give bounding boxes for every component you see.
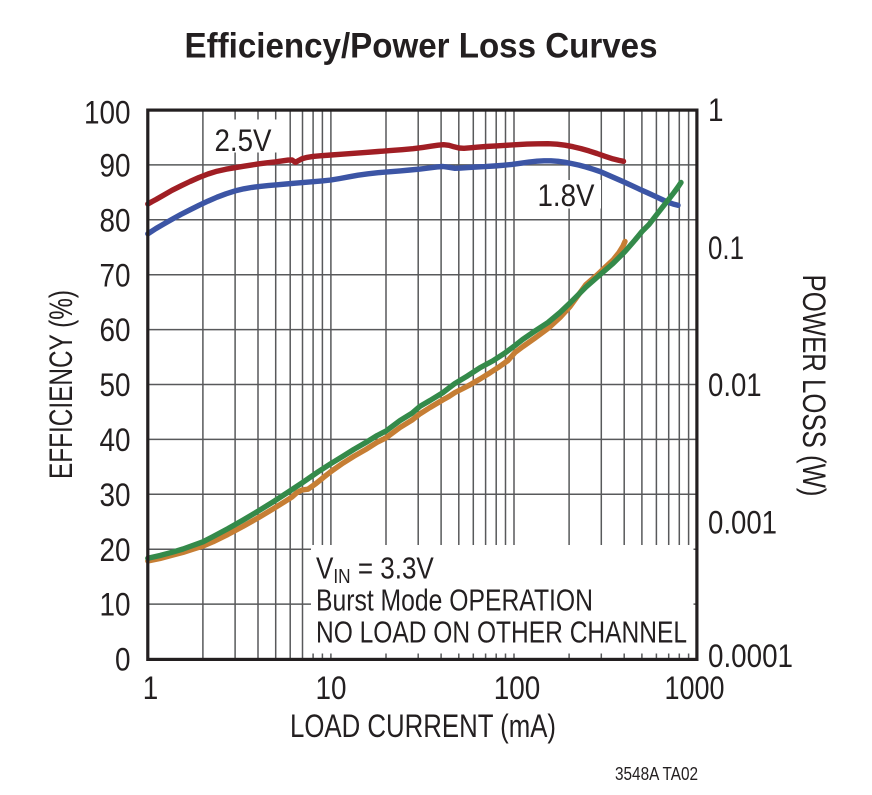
svg-text:70: 70 [100, 257, 131, 293]
svg-text:0.1: 0.1 [708, 230, 744, 266]
svg-text:90: 90 [100, 148, 131, 184]
svg-text:100: 100 [84, 95, 131, 131]
svg-text:Efficiency/Power Loss Curves: Efficiency/Power Loss Curves [185, 26, 658, 65]
svg-text:3548A TA02: 3548A TA02 [615, 764, 698, 784]
svg-text:80: 80 [100, 202, 131, 238]
svg-text:2.5V: 2.5V [215, 122, 272, 158]
svg-text:0: 0 [115, 642, 131, 678]
svg-text:20: 20 [100, 532, 131, 568]
svg-text:100: 100 [494, 670, 541, 706]
svg-text:0.001: 0.001 [708, 505, 777, 541]
svg-text:10: 10 [316, 670, 347, 706]
svg-text:1000: 1000 [665, 670, 725, 706]
svg-text:30: 30 [100, 477, 131, 513]
svg-text:40: 40 [100, 422, 131, 458]
svg-text:10: 10 [100, 587, 131, 623]
svg-text:1.8V: 1.8V [538, 177, 595, 213]
svg-text:EFFICIENCY (%): EFFICIENCY (%) [43, 290, 79, 479]
svg-text:1: 1 [143, 670, 159, 706]
svg-text:60: 60 [100, 312, 131, 348]
svg-text:POWER LOSS (W): POWER LOSS (W) [796, 275, 832, 497]
svg-text:1: 1 [708, 92, 724, 128]
svg-text:NO LOAD ON OTHER CHANNEL: NO LOAD ON OTHER CHANNEL [316, 615, 687, 650]
svg-text:0.0001: 0.0001 [708, 638, 793, 674]
svg-text:50: 50 [100, 367, 131, 403]
svg-text:0.01: 0.01 [708, 367, 762, 403]
svg-text:LOAD CURRENT (mA): LOAD CURRENT (mA) [290, 708, 556, 744]
svg-text:Burst Mode OPERATION: Burst Mode OPERATION [316, 583, 593, 618]
